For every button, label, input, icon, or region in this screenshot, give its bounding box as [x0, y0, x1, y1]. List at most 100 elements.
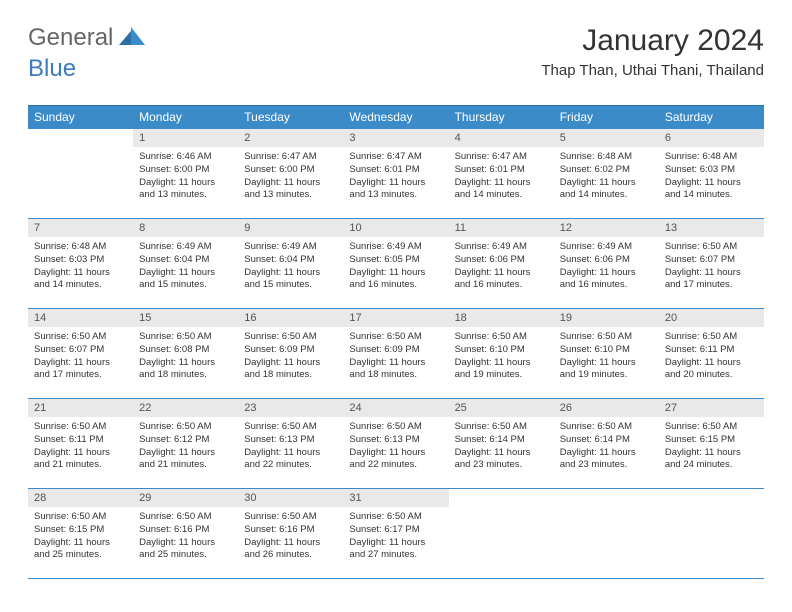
sunrise-text: Sunrise: 6:48 AM: [560, 151, 653, 164]
daylight-text: Daylight: 11 hours and 14 minutes.: [665, 177, 758, 203]
daylight-text: Daylight: 11 hours and 27 minutes.: [349, 537, 442, 563]
daylight-text: Daylight: 11 hours and 17 minutes.: [665, 267, 758, 293]
daylight-text: Daylight: 11 hours and 13 minutes.: [244, 177, 337, 203]
sunset-text: Sunset: 6:03 PM: [665, 164, 758, 177]
sunset-text: Sunset: 6:16 PM: [244, 524, 337, 537]
calendar-day-cell: 30Sunrise: 6:50 AMSunset: 6:16 PMDayligh…: [238, 489, 343, 579]
daylight-text: Daylight: 11 hours and 22 minutes.: [349, 447, 442, 473]
sunset-text: Sunset: 6:00 PM: [244, 164, 337, 177]
sunset-text: Sunset: 6:11 PM: [34, 434, 127, 447]
calendar-day-cell: 5Sunrise: 6:48 AMSunset: 6:02 PMDaylight…: [554, 129, 659, 219]
day-number: 3: [343, 129, 448, 147]
day-details: Sunrise: 6:50 AMSunset: 6:16 PMDaylight:…: [238, 507, 343, 568]
daylight-text: Daylight: 11 hours and 25 minutes.: [139, 537, 232, 563]
calendar-day-cell: 8Sunrise: 6:49 AMSunset: 6:04 PMDaylight…: [133, 219, 238, 309]
day-header: Thursday: [449, 106, 554, 129]
sunrise-text: Sunrise: 6:46 AM: [139, 151, 232, 164]
calendar-day-cell: 25Sunrise: 6:50 AMSunset: 6:14 PMDayligh…: [449, 399, 554, 489]
calendar-day-cell: 9Sunrise: 6:49 AMSunset: 6:04 PMDaylight…: [238, 219, 343, 309]
logo: General: [28, 24, 147, 52]
calendar-day-cell: 19Sunrise: 6:50 AMSunset: 6:10 PMDayligh…: [554, 309, 659, 399]
day-number: 29: [133, 489, 238, 507]
day-details: Sunrise: 6:46 AMSunset: 6:00 PMDaylight:…: [133, 147, 238, 208]
day-details: Sunrise: 6:48 AMSunset: 6:02 PMDaylight:…: [554, 147, 659, 208]
calendar-day-cell: 4Sunrise: 6:47 AMSunset: 6:01 PMDaylight…: [449, 129, 554, 219]
day-details: Sunrise: 6:47 AMSunset: 6:00 PMDaylight:…: [238, 147, 343, 208]
day-number: 22: [133, 399, 238, 417]
day-details: Sunrise: 6:50 AMSunset: 6:14 PMDaylight:…: [449, 417, 554, 478]
day-number: 17: [343, 309, 448, 327]
sunrise-text: Sunrise: 6:49 AM: [560, 241, 653, 254]
daylight-text: Daylight: 11 hours and 13 minutes.: [139, 177, 232, 203]
sunrise-text: Sunrise: 6:48 AM: [665, 151, 758, 164]
month-title: January 2024: [541, 24, 764, 58]
day-details: Sunrise: 6:50 AMSunset: 6:12 PMDaylight:…: [133, 417, 238, 478]
day-details: Sunrise: 6:49 AMSunset: 6:04 PMDaylight:…: [133, 237, 238, 298]
location-subtitle: Thap Than, Uthai Thani, Thailand: [541, 62, 764, 79]
day-number: 26: [554, 399, 659, 417]
sunset-text: Sunset: 6:09 PM: [244, 344, 337, 357]
sunrise-text: Sunrise: 6:48 AM: [34, 241, 127, 254]
calendar-week-row: 14Sunrise: 6:50 AMSunset: 6:07 PMDayligh…: [28, 309, 764, 399]
day-details: Sunrise: 6:50 AMSunset: 6:16 PMDaylight:…: [133, 507, 238, 568]
daylight-text: Daylight: 11 hours and 15 minutes.: [244, 267, 337, 293]
sunset-text: Sunset: 6:01 PM: [455, 164, 548, 177]
day-number: 6: [659, 129, 764, 147]
day-details: Sunrise: 6:50 AMSunset: 6:15 PMDaylight:…: [28, 507, 133, 568]
sunrise-text: Sunrise: 6:49 AM: [455, 241, 548, 254]
daylight-text: Daylight: 11 hours and 14 minutes.: [455, 177, 548, 203]
sunrise-text: Sunrise: 6:50 AM: [349, 331, 442, 344]
sunset-text: Sunset: 6:04 PM: [244, 254, 337, 267]
daylight-text: Daylight: 11 hours and 18 minutes.: [244, 357, 337, 383]
calendar-day-cell: 1Sunrise: 6:46 AMSunset: 6:00 PMDaylight…: [133, 129, 238, 219]
calendar-day-cell: 23Sunrise: 6:50 AMSunset: 6:13 PMDayligh…: [238, 399, 343, 489]
daylight-text: Daylight: 11 hours and 19 minutes.: [560, 357, 653, 383]
sunset-text: Sunset: 6:10 PM: [455, 344, 548, 357]
calendar-day-cell: 13Sunrise: 6:50 AMSunset: 6:07 PMDayligh…: [659, 219, 764, 309]
day-details: Sunrise: 6:47 AMSunset: 6:01 PMDaylight:…: [343, 147, 448, 208]
day-details: Sunrise: 6:49 AMSunset: 6:06 PMDaylight:…: [554, 237, 659, 298]
day-details: Sunrise: 6:49 AMSunset: 6:04 PMDaylight:…: [238, 237, 343, 298]
day-details: Sunrise: 6:50 AMSunset: 6:15 PMDaylight:…: [659, 417, 764, 478]
sunset-text: Sunset: 6:08 PM: [139, 344, 232, 357]
calendar-day-cell: 17Sunrise: 6:50 AMSunset: 6:09 PMDayligh…: [343, 309, 448, 399]
daylight-text: Daylight: 11 hours and 16 minutes.: [349, 267, 442, 293]
day-number: 16: [238, 309, 343, 327]
sunset-text: Sunset: 6:04 PM: [139, 254, 232, 267]
daylight-text: Daylight: 11 hours and 22 minutes.: [244, 447, 337, 473]
day-number: 5: [554, 129, 659, 147]
calendar-day-cell: 29Sunrise: 6:50 AMSunset: 6:16 PMDayligh…: [133, 489, 238, 579]
day-details: Sunrise: 6:50 AMSunset: 6:11 PMDaylight:…: [28, 417, 133, 478]
logo-word-2: Blue: [28, 55, 76, 82]
calendar-day-cell: 20Sunrise: 6:50 AMSunset: 6:11 PMDayligh…: [659, 309, 764, 399]
title-block: January 2024 Thap Than, Uthai Thani, Tha…: [541, 24, 764, 79]
calendar-week-row: 28Sunrise: 6:50 AMSunset: 6:15 PMDayligh…: [28, 489, 764, 579]
calendar-week-row: 7Sunrise: 6:48 AMSunset: 6:03 PMDaylight…: [28, 219, 764, 309]
sunrise-text: Sunrise: 6:50 AM: [139, 421, 232, 434]
day-number: 24: [343, 399, 448, 417]
daylight-text: Daylight: 11 hours and 14 minutes.: [34, 267, 127, 293]
calendar-table: Sunday Monday Tuesday Wednesday Thursday…: [28, 105, 764, 579]
sunrise-text: Sunrise: 6:50 AM: [34, 511, 127, 524]
day-details: Sunrise: 6:50 AMSunset: 6:07 PMDaylight:…: [28, 327, 133, 388]
sunset-text: Sunset: 6:14 PM: [455, 434, 548, 447]
day-number: 30: [238, 489, 343, 507]
calendar-day-cell: 27Sunrise: 6:50 AMSunset: 6:15 PMDayligh…: [659, 399, 764, 489]
day-number: 1: [133, 129, 238, 147]
logo-word-1: General: [28, 24, 113, 52]
sunrise-text: Sunrise: 6:50 AM: [349, 511, 442, 524]
day-number: 20: [659, 309, 764, 327]
calendar-day-cell: [554, 489, 659, 579]
day-number: 31: [343, 489, 448, 507]
day-details: Sunrise: 6:50 AMSunset: 6:14 PMDaylight:…: [554, 417, 659, 478]
sunset-text: Sunset: 6:03 PM: [34, 254, 127, 267]
day-details: Sunrise: 6:50 AMSunset: 6:17 PMDaylight:…: [343, 507, 448, 568]
daylight-text: Daylight: 11 hours and 15 minutes.: [139, 267, 232, 293]
sunrise-text: Sunrise: 6:50 AM: [455, 421, 548, 434]
calendar-day-cell: 14Sunrise: 6:50 AMSunset: 6:07 PMDayligh…: [28, 309, 133, 399]
daylight-text: Daylight: 11 hours and 24 minutes.: [665, 447, 758, 473]
calendar-day-cell: 21Sunrise: 6:50 AMSunset: 6:11 PMDayligh…: [28, 399, 133, 489]
day-details: Sunrise: 6:49 AMSunset: 6:05 PMDaylight:…: [343, 237, 448, 298]
day-number: 9: [238, 219, 343, 237]
calendar-week-row: 1Sunrise: 6:46 AMSunset: 6:00 PMDaylight…: [28, 129, 764, 219]
